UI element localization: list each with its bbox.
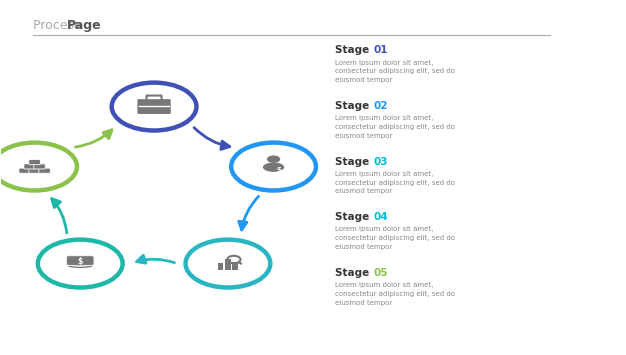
Text: $: $: [78, 257, 83, 266]
Bar: [225, 259, 230, 269]
FancyBboxPatch shape: [29, 159, 40, 165]
FancyBboxPatch shape: [24, 164, 35, 169]
Circle shape: [187, 240, 269, 287]
Circle shape: [267, 155, 280, 163]
FancyBboxPatch shape: [29, 168, 40, 173]
Text: Stage: Stage: [335, 45, 372, 55]
Text: Stage: Stage: [335, 101, 372, 111]
Text: Lorem ipsum dolor sit amet,
consectetur adipiscing elit, sed do
eiusmod tempor: Lorem ipsum dolor sit amet, consectetur …: [335, 60, 455, 83]
Text: Lorem ipsum dolor sit amet,
consectetur adipiscing elit, sed do
eiusmod tempor: Lorem ipsum dolor sit amet, consectetur …: [335, 115, 455, 139]
Text: 04: 04: [374, 212, 388, 222]
Circle shape: [39, 240, 121, 287]
FancyBboxPatch shape: [66, 256, 94, 265]
Text: Page: Page: [67, 19, 101, 32]
Text: Stage: Stage: [335, 268, 372, 278]
Text: Lorem ipsum dolor sit amet,
consectetur adipiscing elit, sed do
eiusmod tempor: Lorem ipsum dolor sit amet, consectetur …: [335, 171, 455, 194]
Bar: [218, 263, 223, 269]
FancyBboxPatch shape: [19, 168, 31, 173]
Text: 03: 03: [374, 157, 388, 167]
Ellipse shape: [67, 262, 93, 266]
Text: Lorem ipsum dolor sit amet,
consectetur adipiscing elit, sed do
eiusmod tempor: Lorem ipsum dolor sit amet, consectetur …: [335, 226, 455, 250]
Text: Process: Process: [33, 19, 84, 32]
Circle shape: [232, 143, 315, 190]
FancyBboxPatch shape: [34, 164, 45, 169]
Text: 02: 02: [374, 101, 388, 111]
Text: 01: 01: [374, 45, 388, 55]
Ellipse shape: [67, 259, 93, 264]
Text: Stage: Stage: [335, 157, 372, 167]
FancyBboxPatch shape: [39, 168, 50, 173]
Ellipse shape: [263, 163, 284, 172]
Text: Lorem ipsum dolor sit amet,
consectetur adipiscing elit, sed do
eiusmod tempor: Lorem ipsum dolor sit amet, consectetur …: [335, 282, 455, 306]
Text: $: $: [276, 167, 281, 173]
FancyBboxPatch shape: [138, 99, 171, 114]
Text: Stage: Stage: [335, 212, 372, 222]
Circle shape: [113, 83, 195, 130]
Ellipse shape: [67, 264, 93, 269]
Text: 05: 05: [374, 268, 388, 278]
Circle shape: [0, 143, 76, 190]
Bar: [232, 262, 238, 269]
